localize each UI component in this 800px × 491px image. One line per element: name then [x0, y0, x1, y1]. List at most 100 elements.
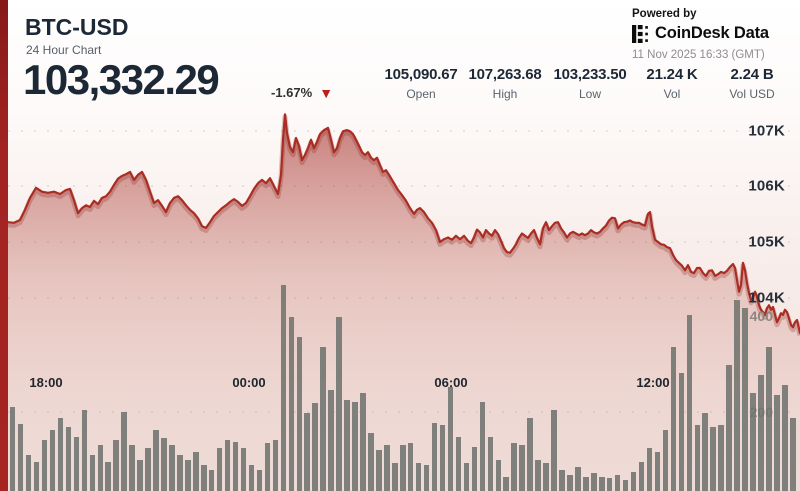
- volume-bar: [336, 317, 342, 491]
- volume-bar: [511, 443, 517, 491]
- y-axis-price-tick-105k: 105K: [748, 233, 785, 251]
- volume-bar: [193, 451, 199, 491]
- x-axis-time-tick-1800: 18:00: [29, 375, 63, 390]
- volume-bar: [599, 476, 605, 491]
- volume-bar: [328, 389, 334, 491]
- volume-bar: [264, 443, 271, 491]
- volume-bar: [57, 417, 64, 491]
- volume-bar: [686, 315, 693, 491]
- volume-bar: [320, 347, 326, 491]
- volume-bar: [583, 476, 589, 491]
- volume-bar: [97, 445, 104, 491]
- x-axis-time-tick-0000: 00:00: [232, 375, 266, 390]
- stat-low: 103,233.50 Low: [553, 66, 626, 101]
- volume-bar: [742, 307, 748, 491]
- coindesk-data-logo[interactable]: CoinDesk Data: [632, 24, 769, 43]
- stat-vol-usd-value: 2.24 B: [730, 66, 774, 83]
- volume-bar: [65, 426, 72, 491]
- volume-bar: [503, 476, 509, 491]
- volume-bar: [774, 395, 780, 491]
- volume-bar: [256, 470, 263, 491]
- volume-bar: [296, 337, 303, 491]
- volume-bar: [694, 425, 701, 491]
- volume-bar: [17, 424, 24, 491]
- volume-bar: [750, 392, 756, 491]
- volume-bar: [535, 460, 541, 491]
- stat-high-value: 107,263.68: [468, 66, 542, 83]
- volume-bar: [33, 461, 40, 491]
- volume-bar: [344, 400, 350, 491]
- volume-bar: [216, 448, 223, 491]
- volume-bar: [129, 445, 135, 491]
- volume-bar: [41, 439, 48, 491]
- y-axis-volume-tick-400: 400: [749, 308, 773, 324]
- down-triangle-icon: ▼: [319, 84, 334, 101]
- volume-bar: [559, 470, 565, 491]
- volume-bar: [153, 429, 159, 491]
- volume-bar: [400, 445, 406, 491]
- volume-bar: [89, 455, 96, 491]
- volume-bar: [25, 455, 32, 491]
- volume-bar: [185, 460, 191, 491]
- volume-bar: [447, 387, 454, 491]
- volume-bar: [137, 460, 143, 491]
- y-axis-price-tick-107k: 107K: [748, 122, 785, 140]
- stat-vol-value: 21.24 K: [646, 66, 698, 83]
- price-change: -1.67% ▼: [271, 85, 333, 100]
- volume-bar: [368, 433, 374, 491]
- left-accent-bar: [0, 0, 8, 491]
- volume-bar: [734, 300, 740, 491]
- volume-bar: [272, 439, 279, 491]
- volume-bar: [527, 417, 533, 491]
- volume-bar: [543, 462, 549, 491]
- stat-vol-usd: 2.24 B Vol USD: [729, 66, 774, 101]
- volume-bar: [201, 464, 207, 491]
- volume-bar: [471, 447, 478, 491]
- volume-bar: [49, 429, 56, 491]
- current-price: 103,332.29: [23, 56, 220, 103]
- volume-bar: [415, 462, 422, 491]
- volume-bar: [519, 445, 525, 491]
- volume-bar: [407, 443, 414, 491]
- volume-bar: [622, 480, 629, 491]
- volume-bar: [376, 449, 382, 491]
- volume-bar: [177, 455, 183, 491]
- volume-bar: [790, 417, 796, 491]
- volume-bar: [240, 448, 247, 491]
- volume-bar: [208, 470, 215, 491]
- volume-bar: [630, 472, 637, 491]
- volume-bar: [670, 347, 677, 491]
- volume-bar: [710, 426, 716, 491]
- volume-bar: [766, 347, 772, 491]
- volume-bar: [81, 410, 88, 491]
- y-axis-price-tick-104k: 104K: [748, 289, 785, 307]
- volume-bar: [758, 375, 764, 491]
- volume-bar: [567, 474, 573, 491]
- volume-bar: [463, 462, 470, 491]
- stat-vol-usd-label: Vol USD: [729, 87, 775, 101]
- stat-open-value: 105,090.67: [384, 66, 458, 83]
- x-axis-time-tick-0600: 06:00: [434, 375, 468, 390]
- stat-low-value: 103,233.50: [553, 66, 627, 83]
- volume-bar: [384, 445, 390, 491]
- stat-open-label: Open: [406, 87, 436, 101]
- volume-bar: [121, 412, 127, 491]
- volume-bar: [288, 317, 295, 491]
- powered-by-label: Powered by: [632, 8, 697, 20]
- stat-open: 105,090.67 Open: [384, 66, 457, 101]
- volume-bar: [145, 448, 151, 491]
- stat-high-label: High: [492, 87, 518, 101]
- volume-bar: [678, 373, 685, 491]
- coindesk-logo-icon: [632, 24, 648, 43]
- volume-bar: [161, 437, 167, 491]
- volume-bar: [312, 402, 318, 491]
- volume-bar: [105, 461, 111, 491]
- stat-low-label: Low: [578, 87, 602, 101]
- volume-bar: [479, 401, 486, 491]
- volume-bar: [575, 467, 581, 491]
- volume-bar: [702, 413, 708, 491]
- volume-bar: [662, 429, 669, 491]
- volume-bar: [169, 445, 175, 491]
